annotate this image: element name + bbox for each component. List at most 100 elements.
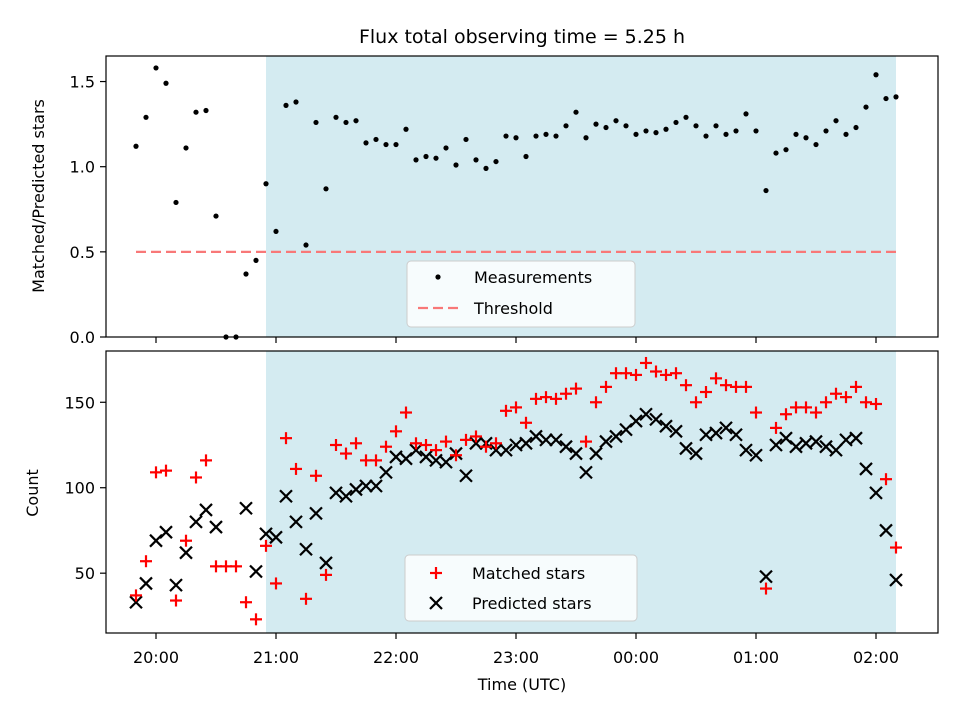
measurement-point (543, 131, 549, 137)
predicted-star-point (539, 433, 553, 447)
measurement-point (203, 107, 209, 114)
predicted-star-stroke (409, 443, 423, 457)
top-legend: Measurements Threshold (406, 260, 636, 328)
predicted-star-point (829, 443, 843, 457)
top-y-axis-label: Matched/Predicted stars (29, 99, 48, 293)
chart-title: Flux total observing time = 5.25 h (359, 26, 685, 48)
measurement-point (443, 145, 449, 151)
predicted-star-point (529, 429, 543, 444)
measurement-point (263, 181, 269, 187)
measurement-point (163, 80, 169, 86)
legend-measurements-label: Measurements (474, 268, 592, 287)
matched-star-point (370, 454, 382, 467)
measurement-point (783, 147, 789, 153)
predicted-star-stroke (349, 482, 363, 497)
measurement-point (483, 165, 489, 171)
predicted-star-point (589, 446, 603, 461)
matched-star-point (800, 401, 812, 414)
matched-star-point (650, 365, 662, 378)
matched-star-point (420, 439, 432, 451)
measurement-point (383, 141, 389, 148)
matched-star-point (740, 380, 752, 393)
measurement-point (573, 109, 579, 115)
predicted-star-stroke (849, 431, 863, 445)
predicted-star-stroke (629, 414, 643, 428)
matched-star-point (170, 594, 182, 607)
matched-star-point (470, 430, 482, 443)
predicted-star-point (459, 468, 473, 483)
measurement-point (193, 109, 199, 115)
measurement-point (713, 123, 719, 129)
measurement-point (553, 133, 559, 139)
matched-star-point (690, 396, 702, 409)
predicted-star-stroke (209, 520, 223, 534)
matched-star-point (760, 582, 772, 595)
measurement-point (323, 186, 329, 192)
predicted-star-point (339, 489, 353, 504)
predicted-star-point (759, 569, 773, 584)
predicted-star-stroke (289, 515, 303, 529)
measurement-points (133, 65, 899, 340)
measurement-point (213, 213, 219, 219)
predicted-star-stroke (509, 438, 523, 452)
matched-star-point (580, 435, 592, 448)
matched-star-point (390, 425, 402, 438)
matched-star-point (460, 433, 472, 446)
predicted-star-stroke (379, 465, 393, 480)
predicted-star-stroke (469, 436, 483, 451)
measurement-point (853, 124, 859, 131)
matched-star-point (500, 404, 512, 417)
x-tick-label: 02:00 (853, 648, 899, 667)
bottom-legend: Matched stars Predicted stars (404, 554, 638, 622)
predicted-star-point (649, 412, 663, 427)
matched-star-point (670, 367, 682, 380)
matched-star-point (160, 464, 172, 477)
predicted-star-stroke (339, 489, 353, 504)
measurement-point (393, 141, 399, 148)
predicted-star-point (139, 576, 153, 591)
predicted-star-point (859, 462, 873, 476)
predicted-star-stroke (579, 465, 593, 480)
top-axes-frame (105, 55, 939, 338)
predicted-star-stroke (359, 479, 373, 493)
predicted-star-stroke (559, 439, 573, 454)
measurement-point (503, 133, 509, 139)
top-x-ticks (155, 337, 877, 343)
matched-star-point (190, 471, 202, 484)
legend-matched-marker (430, 567, 442, 579)
bottom-legend-box (404, 554, 638, 622)
predicted-star-stroke (829, 443, 843, 457)
predicted-star-point (369, 479, 383, 493)
predicted-star-point (179, 545, 193, 560)
predicted-star-stroke (549, 433, 563, 447)
measurement-point (723, 131, 729, 137)
predicted-star-stroke (699, 427, 713, 442)
matched-star-point (770, 421, 782, 434)
matched-star-point (300, 592, 312, 605)
matched-star-point (620, 367, 632, 380)
matched-star-point (750, 406, 762, 419)
matched-star-point (850, 380, 862, 393)
measurement-point (703, 133, 709, 139)
measurement-point (873, 72, 879, 78)
predicted-star-stroke (789, 439, 803, 454)
predicted-star-stroke (529, 429, 543, 444)
predicted-star-stroke (499, 443, 513, 457)
matched-star-point (200, 454, 212, 467)
matched-star-point (890, 541, 902, 554)
measurement-point (833, 118, 839, 124)
measurement-point (793, 131, 799, 137)
predicted-star-point (549, 433, 563, 447)
bottom-panel: 50 100 150 20:00 21:00 22:00 23:00 00:00 01:00 0… (23, 350, 939, 694)
measurement-point (893, 94, 899, 100)
predicted-star-stroke (159, 525, 173, 539)
top-y-tick-label: 1.5 (70, 73, 95, 92)
measurement-point (513, 135, 519, 141)
predicted-star-stroke (809, 434, 823, 449)
predicted-star-stroke (769, 438, 783, 452)
predicted-star-point (709, 426, 723, 440)
predicted-star-stroke (519, 436, 533, 451)
predicted-star-stroke (169, 578, 183, 592)
predicted-star-point (129, 595, 143, 610)
measurement-point (683, 114, 689, 120)
